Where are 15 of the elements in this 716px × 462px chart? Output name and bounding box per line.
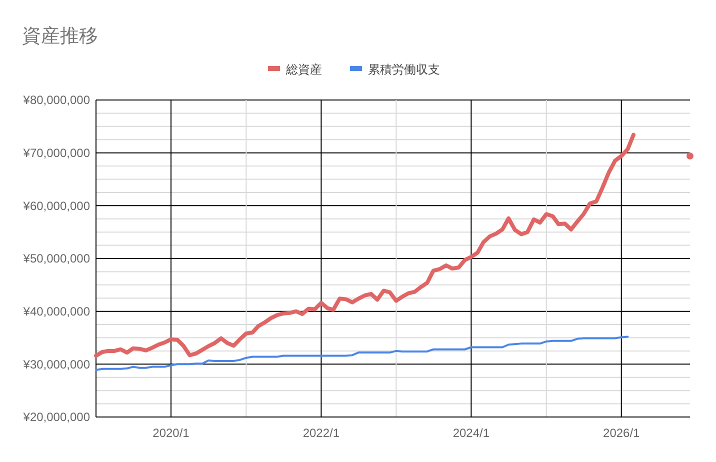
y-tick-label: ¥20,000,000	[22, 410, 90, 424]
line-series	[95, 336, 629, 371]
chart-title: 資産推移	[22, 25, 98, 47]
legend-label: 累積労働収支	[368, 62, 440, 77]
y-tick-label: ¥30,000,000	[22, 357, 90, 372]
x-tick-label: 2022/1	[302, 426, 340, 440]
y-tick-label: ¥80,000,000	[22, 93, 90, 108]
y-tick-label: ¥50,000,000	[22, 252, 90, 266]
x-tick-label: 2024/1	[452, 426, 490, 440]
y-tick-label: ¥70,000,000	[22, 146, 90, 160]
y-tick-label: ¥60,000,000	[22, 198, 90, 213]
legend-label: 総資産	[285, 62, 322, 77]
x-tick-label: 2026/1	[603, 426, 640, 440]
y-tick-label: ¥40,000,000	[22, 304, 90, 319]
x-tick-label: 2020/1	[152, 426, 190, 440]
